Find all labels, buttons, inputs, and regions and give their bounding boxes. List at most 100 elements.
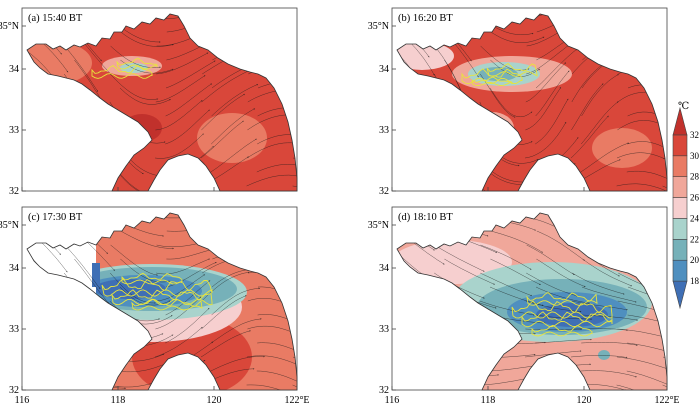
streamline [165,307,210,344]
colorbar-tick-label: 26 [690,193,700,203]
streamline [120,258,171,283]
streamline [571,83,604,131]
colorbar-swatch [672,280,688,310]
streamline [165,60,216,89]
streamline [110,244,158,276]
lat-tick-label: 32 [379,385,389,396]
streamline [110,73,159,100]
streamline [294,272,297,306]
streamline [156,52,209,75]
streamline [490,230,543,253]
streamline [303,144,349,175]
streamline [155,100,203,131]
streamline [525,62,567,103]
lat-tick-label: 33 [379,125,389,136]
streamline [580,370,637,378]
colorbar-swatch [672,239,688,261]
streamline [293,328,297,356]
streamline [489,286,544,306]
lon-tick-label: 120 [577,395,592,406]
streamline [200,120,244,159]
lat-tick-label: 32 [9,186,19,197]
colorbar-tick-label: 32 [690,130,699,140]
streamline [120,59,174,74]
streamline [294,45,297,66]
contour-line [531,324,593,337]
streamline [256,164,297,173]
streamline [303,343,353,369]
streamline [571,328,629,331]
streamline [526,272,578,297]
streamline [664,45,667,77]
streamline [536,230,585,261]
province-outline [396,212,668,391]
colorbar-tick-label: 28 [690,172,700,182]
streamline [155,274,206,302]
contour-line [91,64,153,79]
lon-tick-label: 118 [111,395,126,406]
streamline [246,355,297,367]
streamline [535,338,592,344]
lat-tick-label: 35°N [0,21,19,32]
lon-tick-label: 120 [207,395,222,406]
streamline [304,259,349,292]
panel-a: (a) 15:40 BT [21,7,350,192]
streamline [675,32,700,63]
lat-tick-label: 34 [379,64,389,75]
lat-tick-label: 34 [9,263,19,274]
streamline [525,87,562,131]
contour-line [486,62,538,77]
province-outline [26,13,298,192]
streamline [64,244,101,290]
colorbar-tick-label: 30 [690,151,700,161]
streamline [303,371,353,397]
streamline [526,244,575,276]
streamline [626,170,667,186]
colorbar-tick-label: 24 [690,213,700,223]
contour-line [511,300,613,319]
contour-line [471,76,513,86]
colorbar-swatch [672,106,688,136]
streamline [662,356,667,372]
colorbar-swatch [672,155,688,177]
yellow-contours [91,57,158,79]
colorbar-swatch [672,197,688,219]
streamline [674,60,700,95]
streamline [582,258,633,287]
streamline [616,356,667,371]
lon-tick-label: 122°E [284,395,309,406]
temp-region [92,263,100,287]
panel-label: (c) 17:30 BT [28,212,83,223]
colorbar-tick-label: 18 [690,276,700,286]
streamline [210,355,265,372]
streamline [155,75,206,103]
streamline [581,314,639,321]
streamline [165,280,211,316]
panel-label: (a) 15:40 BT [28,13,83,24]
streamline [304,315,352,344]
streamline [201,295,247,330]
streamline [211,318,262,344]
colorbar-swatch [672,134,688,157]
lat-tick-label: 33 [9,324,19,335]
contour-line [526,291,598,306]
streamline [201,70,250,103]
streamline [200,330,251,358]
lat-tick-label: 35°N [368,21,389,32]
colorbar-swatch [672,176,688,198]
streamline [581,286,637,303]
streamline [74,258,110,304]
streamline [293,101,297,126]
streamline [155,296,202,330]
streamline [535,286,591,304]
streamline [571,60,610,103]
streamline [663,328,667,342]
streamline [257,314,297,331]
streamline [535,48,578,89]
contour-line [461,68,523,85]
streamline [304,116,350,146]
streamline [444,258,496,285]
streamline [256,370,297,388]
streamline [627,342,667,356]
province-outline [26,212,298,391]
